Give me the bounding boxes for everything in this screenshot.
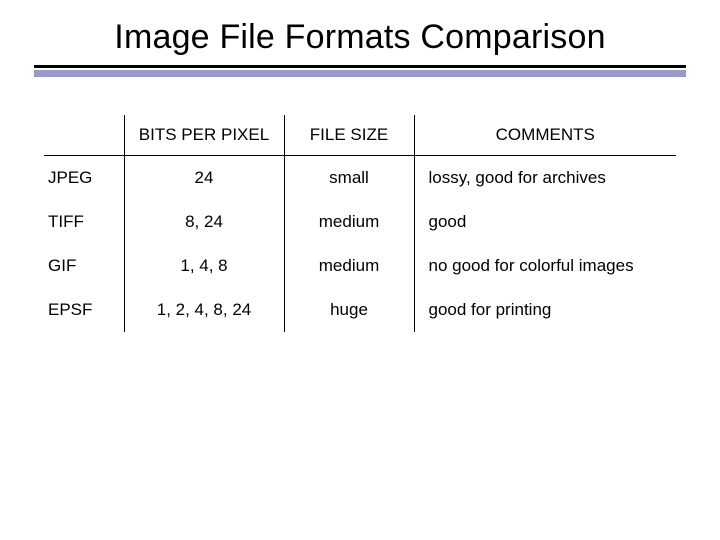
col-header-comments: COMMENTS — [414, 115, 676, 156]
cell-size: small — [284, 156, 414, 200]
cell-comments: good — [414, 200, 676, 244]
table-row: EPSF 1, 2, 4, 8, 24 huge good for printi… — [44, 288, 676, 332]
cell-comments: good for printing — [414, 288, 676, 332]
cell-comments: lossy, good for archives — [414, 156, 676, 200]
cell-format: EPSF — [44, 288, 124, 332]
cell-format: TIFF — [44, 200, 124, 244]
comparison-table-wrap: BITS PER PIXEL FILE SIZE COMMENTS JPEG 2… — [30, 115, 690, 332]
cell-format: GIF — [44, 244, 124, 288]
cell-size: medium — [284, 200, 414, 244]
table-row: GIF 1, 4, 8 medium no good for colorful … — [44, 244, 676, 288]
table-header-row: BITS PER PIXEL FILE SIZE COMMENTS — [44, 115, 676, 156]
cell-comments: no good for colorful images — [414, 244, 676, 288]
table-row: JPEG 24 small lossy, good for archives — [44, 156, 676, 200]
col-header-format — [44, 115, 124, 156]
cell-bits: 1, 2, 4, 8, 24 — [124, 288, 284, 332]
cell-format: JPEG — [44, 156, 124, 200]
cell-bits: 1, 4, 8 — [124, 244, 284, 288]
slide-title: Image File Formats Comparison — [30, 18, 690, 57]
table-row: TIFF 8, 24 medium good — [44, 200, 676, 244]
title-rule — [30, 65, 690, 77]
cell-bits: 8, 24 — [124, 200, 284, 244]
cell-bits: 24 — [124, 156, 284, 200]
cell-size: medium — [284, 244, 414, 288]
col-header-size: FILE SIZE — [284, 115, 414, 156]
comparison-table: BITS PER PIXEL FILE SIZE COMMENTS JPEG 2… — [44, 115, 676, 332]
col-header-bits: BITS PER PIXEL — [124, 115, 284, 156]
slide: Image File Formats Comparison BITS PER P… — [0, 0, 720, 540]
title-rule-accent — [34, 70, 686, 77]
title-rule-top — [34, 65, 686, 68]
cell-size: huge — [284, 288, 414, 332]
